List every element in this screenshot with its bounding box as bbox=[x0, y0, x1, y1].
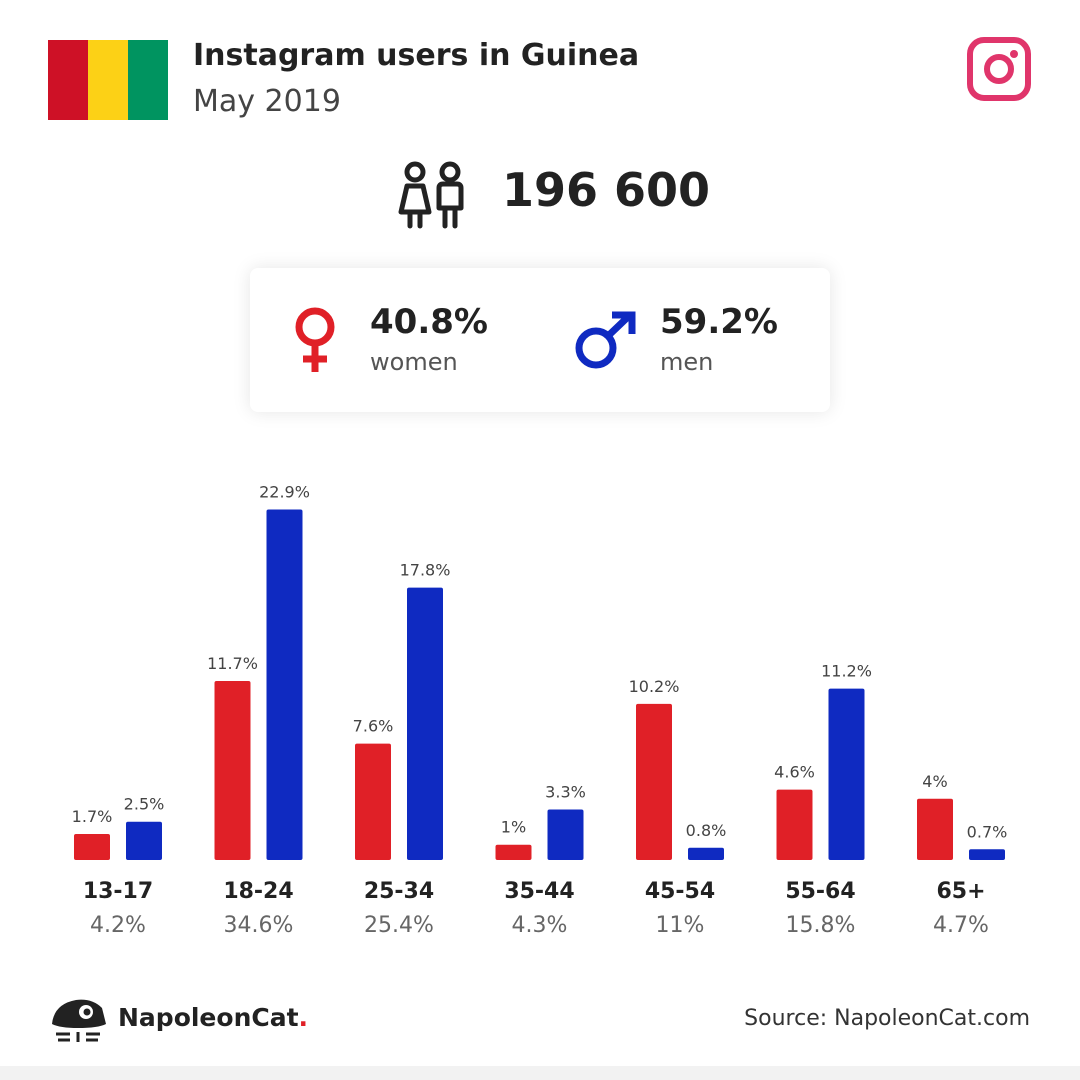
age-group-total: 4.2% bbox=[90, 913, 146, 938]
brand-name: NapoleonCat. bbox=[118, 1003, 308, 1032]
age-group-label: 25-34 bbox=[364, 879, 434, 904]
women-percent: 40.8% bbox=[370, 302, 488, 342]
bar-value-label: 7.6% bbox=[353, 717, 394, 736]
page-title: Instagram users in Guinea bbox=[193, 38, 640, 73]
flag-stripe-red bbox=[48, 40, 88, 120]
age-group-label: 55-64 bbox=[785, 879, 855, 904]
bar-men-65+ bbox=[969, 849, 1005, 860]
age-group-label: 45-54 bbox=[645, 879, 715, 904]
brand-name-text: NapoleonCat bbox=[118, 1003, 299, 1032]
women-label: women bbox=[370, 348, 458, 376]
page-subtitle: May 2019 bbox=[193, 84, 341, 119]
bar-value-label: 0.7% bbox=[967, 822, 1008, 841]
flag-stripe-yellow bbox=[88, 40, 128, 120]
flag-stripe-green bbox=[128, 40, 168, 120]
age-group-total: 15.8% bbox=[786, 913, 856, 938]
age-group-total: 4.3% bbox=[512, 913, 568, 938]
instagram-icon bbox=[967, 37, 1031, 101]
country-flag bbox=[48, 40, 168, 120]
bar-women-35-44 bbox=[495, 844, 532, 860]
bar-men-55-64 bbox=[828, 688, 865, 860]
age-group-total: 11% bbox=[656, 913, 705, 938]
bar-value-label: 22.9% bbox=[259, 483, 310, 502]
bar-value-label: 10.2% bbox=[629, 677, 680, 696]
men-label: men bbox=[660, 348, 714, 376]
bar-value-label: 3.3% bbox=[545, 782, 586, 801]
bar-women-25-34 bbox=[355, 743, 391, 860]
napoleoncat-logo-icon bbox=[52, 999, 106, 1042]
bar-women-65+ bbox=[917, 798, 953, 860]
age-group-total: 25.4% bbox=[364, 913, 434, 938]
bar-men-25-34 bbox=[407, 587, 443, 860]
bar-women-13-17 bbox=[74, 833, 110, 860]
male-symbol-icon bbox=[575, 311, 636, 369]
age-group-label: 18-24 bbox=[223, 879, 293, 904]
source-credit: Source: NapoleonCat.com bbox=[744, 1006, 1030, 1031]
bar-value-label: 11.7% bbox=[207, 654, 258, 673]
age-group-label: 13-17 bbox=[83, 879, 153, 904]
bar-value-label: 2.5% bbox=[124, 795, 165, 814]
footer-strip bbox=[0, 1066, 1080, 1080]
bar-men-45-54 bbox=[688, 847, 724, 860]
age-gender-bar-chart: 1.7% 2.5% 13-17 4.2% 11.7% 22.9% 18-24 34.6% 7.6… bbox=[72, 483, 1008, 938]
total-users-value: 196 600 bbox=[502, 163, 711, 217]
age-group-total: 4.7% bbox=[933, 913, 989, 938]
bar-women-55-64 bbox=[776, 789, 813, 860]
bar-women-45-54 bbox=[636, 703, 672, 860]
age-group-label: 65+ bbox=[936, 879, 985, 904]
bar-value-label: 1.7% bbox=[72, 807, 113, 826]
bar-men-13-17 bbox=[126, 821, 162, 860]
men-percent: 59.2% bbox=[660, 302, 778, 342]
bar-value-label: 4.6% bbox=[774, 763, 815, 782]
brand-dot: . bbox=[298, 1003, 309, 1032]
bar-men-35-44 bbox=[547, 809, 584, 860]
bar-value-label: 4% bbox=[922, 772, 947, 791]
people-icon bbox=[398, 161, 464, 229]
age-group-total: 34.6% bbox=[224, 913, 294, 938]
bar-value-label: 11.2% bbox=[821, 662, 872, 681]
bar-value-label: 0.8% bbox=[686, 821, 727, 840]
bar-men-18-24 bbox=[266, 509, 303, 860]
bar-value-label: 17.8% bbox=[400, 561, 451, 580]
gender-summary-card bbox=[250, 268, 830, 412]
bar-value-label: 1% bbox=[501, 818, 526, 837]
female-symbol-icon bbox=[295, 307, 335, 372]
age-group-label: 35-44 bbox=[504, 879, 574, 904]
bar-women-18-24 bbox=[214, 680, 251, 860]
